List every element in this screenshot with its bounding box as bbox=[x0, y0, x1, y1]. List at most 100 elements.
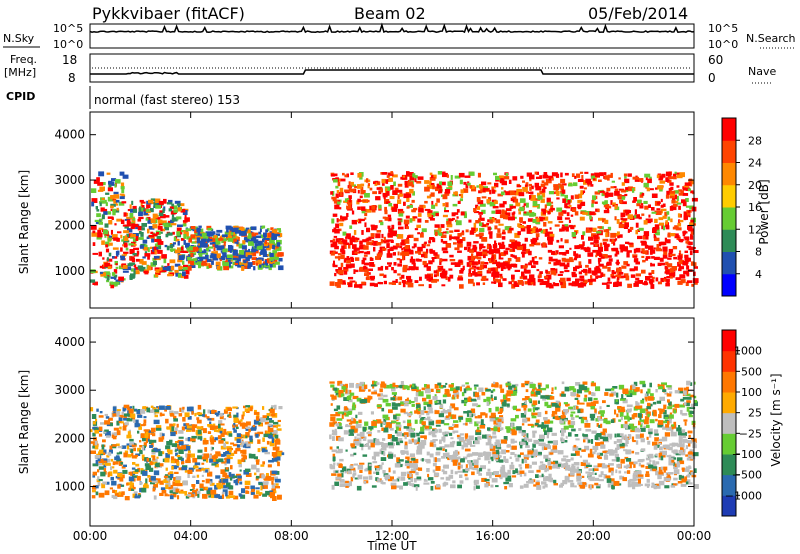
range-cell bbox=[410, 249, 414, 253]
range-cell bbox=[683, 236, 689, 239]
range-cell bbox=[139, 482, 143, 485]
range-cell bbox=[486, 471, 492, 476]
range-cell bbox=[264, 451, 270, 455]
range-cell bbox=[210, 494, 215, 499]
range-cell bbox=[119, 477, 124, 482]
range-cell bbox=[545, 282, 552, 288]
range-cell bbox=[175, 447, 179, 452]
range-cell bbox=[654, 218, 658, 223]
range-cell bbox=[361, 281, 366, 285]
range-cell bbox=[223, 428, 227, 433]
range-cell bbox=[101, 197, 105, 200]
range-cell bbox=[276, 245, 279, 249]
range-cell bbox=[113, 194, 120, 199]
range-cell bbox=[438, 232, 443, 236]
range-cell bbox=[264, 259, 270, 264]
range-cell bbox=[547, 210, 550, 215]
range-cell bbox=[241, 488, 246, 494]
range-cell bbox=[634, 176, 640, 180]
range-cell bbox=[424, 208, 431, 211]
range-cell bbox=[528, 183, 532, 187]
range-cell bbox=[136, 410, 141, 415]
range-cell bbox=[96, 236, 102, 240]
range-cell bbox=[119, 196, 125, 200]
range-cell bbox=[558, 245, 564, 249]
range-cell bbox=[142, 246, 148, 251]
range-cell bbox=[535, 390, 541, 395]
range-cell bbox=[531, 403, 536, 407]
range-cell bbox=[538, 216, 544, 222]
range-cell bbox=[671, 483, 674, 486]
range-cell bbox=[530, 282, 534, 285]
range-cell bbox=[556, 261, 560, 266]
range-cell bbox=[393, 269, 397, 274]
range-cell bbox=[397, 194, 400, 200]
range-cell bbox=[449, 443, 455, 448]
range-cell bbox=[123, 415, 127, 419]
range-cell bbox=[158, 200, 164, 205]
range-cell bbox=[655, 470, 659, 476]
range-cell bbox=[269, 252, 274, 257]
range-cell bbox=[474, 227, 478, 232]
range-cell bbox=[189, 489, 194, 491]
range-cell bbox=[589, 448, 593, 454]
range-cell bbox=[262, 236, 266, 241]
range-cell bbox=[620, 458, 625, 464]
range-cell bbox=[427, 213, 432, 218]
range-cell bbox=[673, 256, 677, 260]
range-cell bbox=[176, 231, 181, 236]
range-cell bbox=[112, 208, 116, 212]
range-cell bbox=[542, 174, 549, 179]
range-cell bbox=[605, 388, 611, 392]
range-cell bbox=[657, 474, 662, 480]
range-cell bbox=[403, 251, 410, 256]
range-cell bbox=[409, 384, 413, 388]
range-cell bbox=[124, 242, 128, 248]
range-cell bbox=[373, 381, 378, 387]
range-cell bbox=[652, 401, 657, 405]
range-cell bbox=[185, 423, 190, 426]
range-cell bbox=[559, 484, 563, 488]
range-cell bbox=[662, 246, 668, 252]
range-cell bbox=[92, 281, 98, 285]
range-cell bbox=[353, 269, 356, 274]
range-cell bbox=[481, 196, 487, 199]
range-cell bbox=[210, 446, 213, 452]
range-cell bbox=[545, 395, 552, 399]
range-cell bbox=[245, 490, 250, 494]
range-cell bbox=[511, 430, 517, 436]
range-cell bbox=[173, 459, 179, 464]
range-cell bbox=[183, 234, 187, 239]
range-cell bbox=[591, 203, 594, 208]
range-cell bbox=[134, 270, 140, 275]
range-cell bbox=[447, 393, 451, 397]
range-cell bbox=[260, 417, 266, 423]
range-cell bbox=[503, 250, 509, 255]
range-cell bbox=[249, 406, 253, 412]
range-cell bbox=[475, 485, 480, 489]
range-cell bbox=[625, 440, 629, 444]
range-cell bbox=[512, 248, 515, 252]
range-cell bbox=[625, 275, 630, 281]
range-cell bbox=[515, 383, 519, 387]
range-cell bbox=[559, 228, 563, 232]
range-cell bbox=[245, 405, 250, 408]
range-cell bbox=[239, 261, 242, 265]
range-cell bbox=[373, 246, 376, 252]
range-cell bbox=[501, 244, 506, 248]
range-cell bbox=[178, 436, 184, 439]
range-cell bbox=[532, 408, 535, 413]
range-cell bbox=[645, 177, 648, 181]
range-cell bbox=[619, 199, 623, 204]
range-cell bbox=[350, 172, 354, 175]
range-cell bbox=[103, 229, 109, 235]
range-cell bbox=[238, 243, 244, 249]
range-cell bbox=[244, 236, 248, 240]
range-cell bbox=[657, 383, 660, 388]
range-cell bbox=[175, 444, 180, 449]
range-cell bbox=[152, 261, 157, 266]
range-cell bbox=[681, 413, 688, 416]
range-cell bbox=[481, 246, 486, 249]
range-cell bbox=[432, 443, 437, 448]
range-cell bbox=[666, 276, 672, 278]
